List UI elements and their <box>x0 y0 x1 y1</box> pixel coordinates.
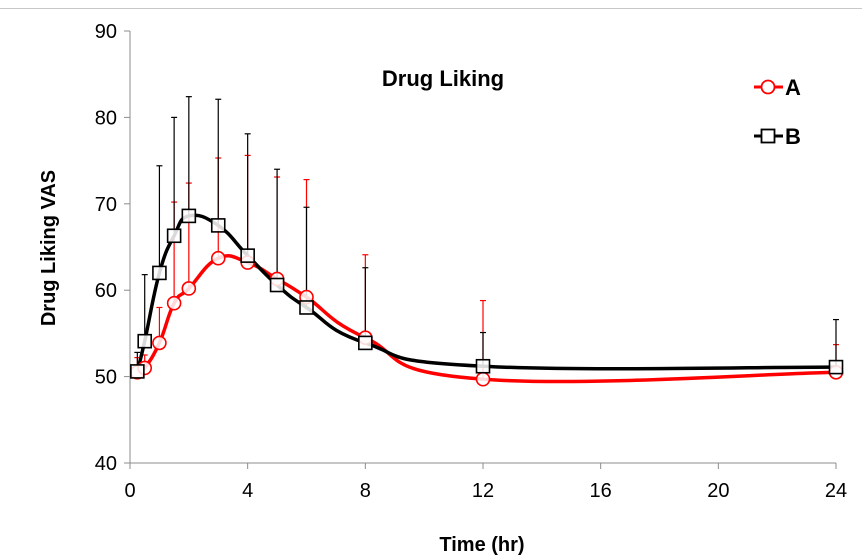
x-tick-label: 20 <box>707 480 729 502</box>
data-point-a <box>152 335 167 351</box>
x-tick-label: 12 <box>472 480 494 502</box>
y-tick-label: 90 <box>95 21 117 43</box>
data-point-b <box>475 358 491 374</box>
axis-ticks: 40 50 60 70 80 90 0 4 8 12 16 20 24 <box>95 21 847 502</box>
data-point-b <box>269 277 285 293</box>
chart-title: Drug Liking <box>382 66 504 91</box>
data-point-b <box>137 333 153 349</box>
data-point-a <box>181 281 197 296</box>
y-tick-label: 80 <box>95 107 117 129</box>
x-tick-label: 0 <box>124 480 135 502</box>
top-divider <box>0 8 862 9</box>
data-point-b <box>358 335 373 351</box>
legend-label-b: B <box>785 124 801 149</box>
legend-label-a: A <box>785 75 801 100</box>
legend-marker-a <box>760 79 776 95</box>
y-tick-label: 60 <box>95 280 117 302</box>
y-axis-title: Drug Liking VAS <box>38 170 60 326</box>
legend-entry-b: B <box>754 124 801 149</box>
data-point-b <box>166 228 182 244</box>
series-lines <box>135 213 837 384</box>
y-tick-label: 50 <box>95 367 117 389</box>
legend: A B <box>754 75 801 149</box>
data-point-b <box>130 364 145 379</box>
y-tick-label: 40 <box>95 453 117 475</box>
error-bars <box>134 96 839 380</box>
series-markers <box>130 208 844 387</box>
data-point-a <box>210 250 226 266</box>
data-point-b <box>181 208 197 224</box>
axes <box>129 31 836 464</box>
data-point-a <box>166 295 182 311</box>
x-axis-title: Time (hr) <box>439 534 524 556</box>
legend-entry-a: A <box>754 75 801 100</box>
data-point-b <box>828 359 844 375</box>
x-tick-label: 4 <box>242 480 253 502</box>
data-point-b <box>240 248 255 263</box>
data-point-b <box>152 265 167 281</box>
x-tick-label: 8 <box>360 480 371 502</box>
legend-marker-b <box>760 128 776 144</box>
data-point-a <box>475 371 491 387</box>
series-line-b <box>135 213 837 372</box>
x-tick-label: 24 <box>825 480 847 502</box>
y-tick-label: 70 <box>95 194 117 216</box>
data-point-b <box>210 218 226 233</box>
x-tick-label: 16 <box>590 480 612 502</box>
data-point-b <box>299 300 314 315</box>
